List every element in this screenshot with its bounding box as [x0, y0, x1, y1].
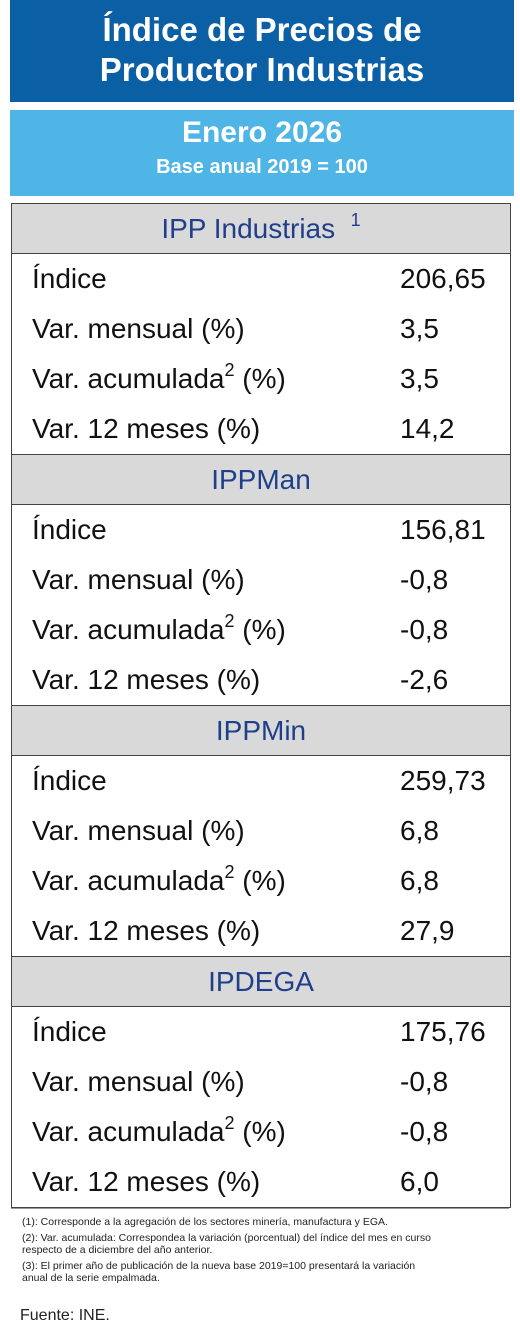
footnote-ref: 1	[350, 210, 361, 230]
footnote-ref: 2	[224, 611, 235, 631]
section-header: IPPMan	[12, 454, 510, 505]
footnote: (3): El primer año de publicación de la …	[22, 1260, 416, 1284]
row-value: 6,8	[400, 815, 439, 846]
footnote: (1): Corresponde a la agregación de los …	[22, 1216, 388, 1228]
label-text: Índice	[32, 263, 107, 294]
section-header: IPDEGA	[12, 956, 510, 1007]
footnote-ref: 2	[224, 1113, 235, 1133]
row-label: Var. acumulada2 (%)	[32, 354, 286, 404]
row-value: -0,8	[400, 1116, 449, 1147]
label-suffix: (%)	[242, 1116, 286, 1147]
label-text: Var. 12 meses (%)	[32, 1166, 261, 1197]
title: Productor Industrias	[99, 51, 425, 88]
row-value: 3,5	[400, 363, 439, 394]
title-band: Índice de Precios de Productor Industria…	[10, 0, 514, 102]
title: Índice de Precios de	[102, 11, 422, 48]
row-label: Índice	[32, 254, 107, 304]
label-suffix: (%)	[242, 363, 286, 394]
separator	[11, 1208, 509, 1209]
row: Índice 175,76	[12, 1007, 510, 1057]
row-label: Var. acumulada2 (%)	[32, 1107, 286, 1157]
row: Var. acumulada2 (%) -0,8	[12, 605, 510, 655]
row-value: -0,8	[400, 564, 449, 595]
label-suffix: (%)	[242, 865, 286, 896]
row-value: 175,76	[400, 1016, 486, 1047]
row-label: Índice	[32, 1007, 107, 1057]
label-text: Var. mensual (%)	[32, 815, 245, 846]
row-label: Var. mensual (%)	[32, 304, 245, 354]
row-value: 156,81	[400, 514, 486, 545]
row-value: 206,65	[400, 263, 486, 294]
row-value: 14,2	[400, 413, 455, 444]
label-text: Var. acumulada	[32, 363, 225, 394]
label-text: Var. acumulada	[32, 1116, 225, 1147]
row: Var. 12 meses (%) 27,9	[12, 906, 510, 956]
label-text: Var. acumulada	[32, 865, 225, 896]
label-text: Var. 12 meses (%)	[32, 915, 261, 946]
label-text: Var. mensual (%)	[32, 1066, 245, 1097]
footnote: (2): Var. acumulada: Correspondea la var…	[22, 1232, 431, 1256]
row: Var. mensual (%) -0,8	[12, 555, 510, 605]
row: Var. 12 meses (%) -2,6	[12, 655, 510, 705]
row: Índice 206,65	[12, 254, 510, 304]
label-text: Var. 12 meses (%)	[32, 664, 261, 695]
label-text: Var. mensual (%)	[32, 313, 245, 344]
row: Var. acumulada2 (%) -0,8	[12, 1107, 510, 1157]
row-label: Var. mensual (%)	[32, 1057, 245, 1107]
row-label: Var. acumulada2 (%)	[32, 856, 286, 906]
row: Var. 12 meses (%) 6,0	[12, 1157, 510, 1207]
row: Var. 12 meses (%) 14,2	[12, 404, 510, 454]
label-text: Var. mensual (%)	[32, 564, 245, 595]
row-value: -0,8	[400, 614, 449, 645]
row-label: Var. 12 meses (%)	[32, 906, 260, 956]
section-title: IPPMan	[211, 464, 311, 495]
row-label: Var. mensual (%)	[32, 806, 245, 856]
row: Índice 259,73	[12, 756, 510, 806]
label-text: Índice	[32, 514, 107, 545]
section-title: IPPMin	[215, 715, 307, 746]
row: Var. acumulada2 (%) 3,5	[12, 354, 510, 404]
period-base: Base anual 2019 = 100	[156, 156, 368, 178]
row: Var. mensual (%) 3,5	[12, 304, 510, 354]
footnotes: (1): Corresponde a la agregación de los …	[18, 1216, 438, 1288]
row-value: -2,6	[400, 664, 449, 695]
row: Var. acumulada2 (%) 6,8	[12, 856, 510, 906]
period-band: Enero 2026 Base anual 2019 = 100	[10, 110, 514, 196]
row-value: 6,0	[400, 1166, 439, 1197]
label-text: Índice	[32, 1016, 107, 1047]
source: Fuente: INE.	[20, 1307, 110, 1324]
row-label: Índice	[32, 505, 107, 555]
row-label: Índice	[32, 756, 107, 806]
row-value: 6,8	[400, 865, 439, 896]
period-month: Enero 2026	[181, 116, 343, 149]
footnote-ref: 2	[224, 862, 235, 882]
row-label: Var. acumulada2 (%)	[32, 605, 286, 655]
row-value: 3,5	[400, 313, 439, 344]
label-text: Var. acumulada	[32, 614, 225, 645]
section-header: IPPMin	[12, 705, 510, 756]
row-label: Var. 12 meses (%)	[32, 1157, 260, 1207]
label-suffix: (%)	[242, 614, 286, 645]
section-header: IPP Industrias 1	[12, 203, 510, 254]
footnote-ref: 2	[224, 360, 235, 380]
row-label: Var. mensual (%)	[32, 555, 245, 605]
row: Var. mensual (%) 6,8	[12, 806, 510, 856]
row-value: -0,8	[400, 1066, 449, 1097]
label-text: Var. 12 meses (%)	[32, 413, 261, 444]
row-label: Var. 12 meses (%)	[32, 404, 260, 454]
section-title: IPDEGA	[208, 966, 314, 997]
row: Índice 156,81	[12, 505, 510, 555]
row: Var. mensual (%) -0,8	[12, 1057, 510, 1107]
label-text: Índice	[32, 765, 107, 796]
section-title: IPP Industrias	[161, 213, 336, 244]
row-value: 259,73	[400, 765, 486, 796]
table: IPP Industrias 1 Índice 206,65 Var. mensual…	[11, 203, 511, 1208]
row-value: 27,9	[400, 915, 455, 946]
row-label: Var. 12 meses (%)	[32, 655, 260, 705]
